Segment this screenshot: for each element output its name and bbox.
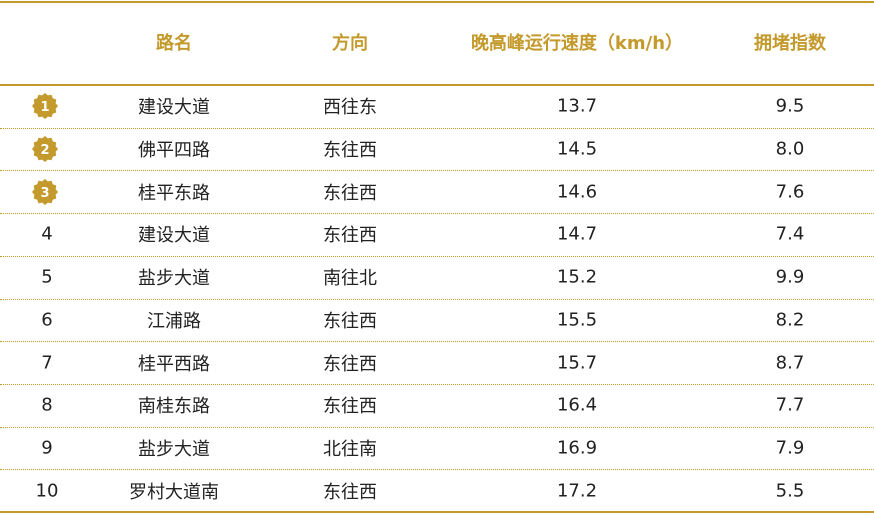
speed: 14.6 — [556, 181, 598, 203]
rank-badge: 1 — [32, 93, 58, 120]
index: 7.9 — [775, 437, 805, 459]
row-divider — [0, 341, 874, 343]
index: 9.5 — [775, 95, 805, 117]
row-divider — [0, 255, 874, 257]
index: 8.0 — [775, 138, 805, 160]
column-header: 方向 — [332, 33, 368, 54]
badge-shape — [32, 136, 58, 163]
rank-badge: 3 — [32, 178, 58, 205]
rank: 7 — [41, 352, 53, 374]
speed: 15.2 — [556, 266, 598, 288]
direction: 东往西 — [323, 310, 377, 332]
direction: 北往南 — [323, 438, 377, 460]
rank: 2 — [40, 143, 49, 158]
road: 罗村大道南 — [129, 481, 219, 503]
rank: 8 — [41, 394, 53, 416]
rank: 1 — [40, 100, 49, 115]
column-header: 晚高峰运行速度（km/h） — [470, 33, 684, 54]
road: 南桂东路 — [138, 396, 210, 418]
row-divider — [0, 127, 874, 129]
row-divider — [0, 469, 874, 471]
speed: 15.7 — [556, 352, 598, 374]
badge-shape — [32, 178, 58, 205]
speed: 16.9 — [556, 437, 598, 459]
direction: 西往东 — [323, 97, 377, 119]
direction: 东往西 — [323, 396, 377, 418]
rank: 10 — [35, 480, 59, 502]
row-divider — [0, 298, 874, 300]
speed: 17.2 — [556, 480, 598, 502]
index: 7.7 — [775, 394, 805, 416]
index: 9.9 — [775, 266, 805, 288]
rank: 3 — [40, 186, 49, 201]
index: 8.7 — [775, 352, 805, 374]
index: 5.5 — [775, 480, 805, 502]
road: 盐步大道 — [138, 438, 210, 460]
top-border — [0, 1, 874, 3]
index: 8.2 — [775, 309, 805, 331]
speed: 14.5 — [556, 138, 598, 160]
speed: 16.4 — [556, 394, 598, 416]
speed: 15.5 — [556, 309, 598, 331]
road: 桂平东路 — [138, 182, 210, 204]
direction: 东往西 — [323, 481, 377, 503]
rank: 5 — [41, 266, 53, 288]
row-divider — [0, 213, 874, 215]
direction: 东往西 — [323, 140, 377, 162]
road: 建设大道 — [138, 225, 210, 247]
rank: 4 — [41, 223, 53, 245]
header-border — [0, 84, 874, 86]
rank: 9 — [41, 437, 53, 459]
row-divider — [0, 170, 874, 172]
speed: 13.7 — [556, 95, 598, 117]
index: 7.4 — [775, 223, 805, 245]
rank: 6 — [41, 309, 53, 331]
column-header: 路名 — [156, 33, 192, 54]
direction: 东往西 — [323, 225, 377, 247]
row-divider — [0, 426, 874, 428]
bottom-border — [0, 511, 874, 513]
direction: 东往西 — [323, 353, 377, 375]
road: 桂平西路 — [138, 353, 210, 375]
badge-shape — [32, 93, 58, 120]
column-header: 拥堵指数 — [754, 33, 826, 54]
road: 盐步大道 — [138, 268, 210, 290]
speed: 14.7 — [556, 223, 598, 245]
row-divider — [0, 383, 874, 385]
road: 佛平四路 — [138, 140, 210, 162]
index: 7.6 — [775, 181, 805, 203]
direction: 南往北 — [323, 268, 377, 290]
rank-badge: 2 — [32, 136, 58, 163]
road: 建设大道 — [138, 97, 210, 119]
direction: 东往西 — [323, 182, 377, 204]
road: 江浦路 — [147, 310, 201, 332]
